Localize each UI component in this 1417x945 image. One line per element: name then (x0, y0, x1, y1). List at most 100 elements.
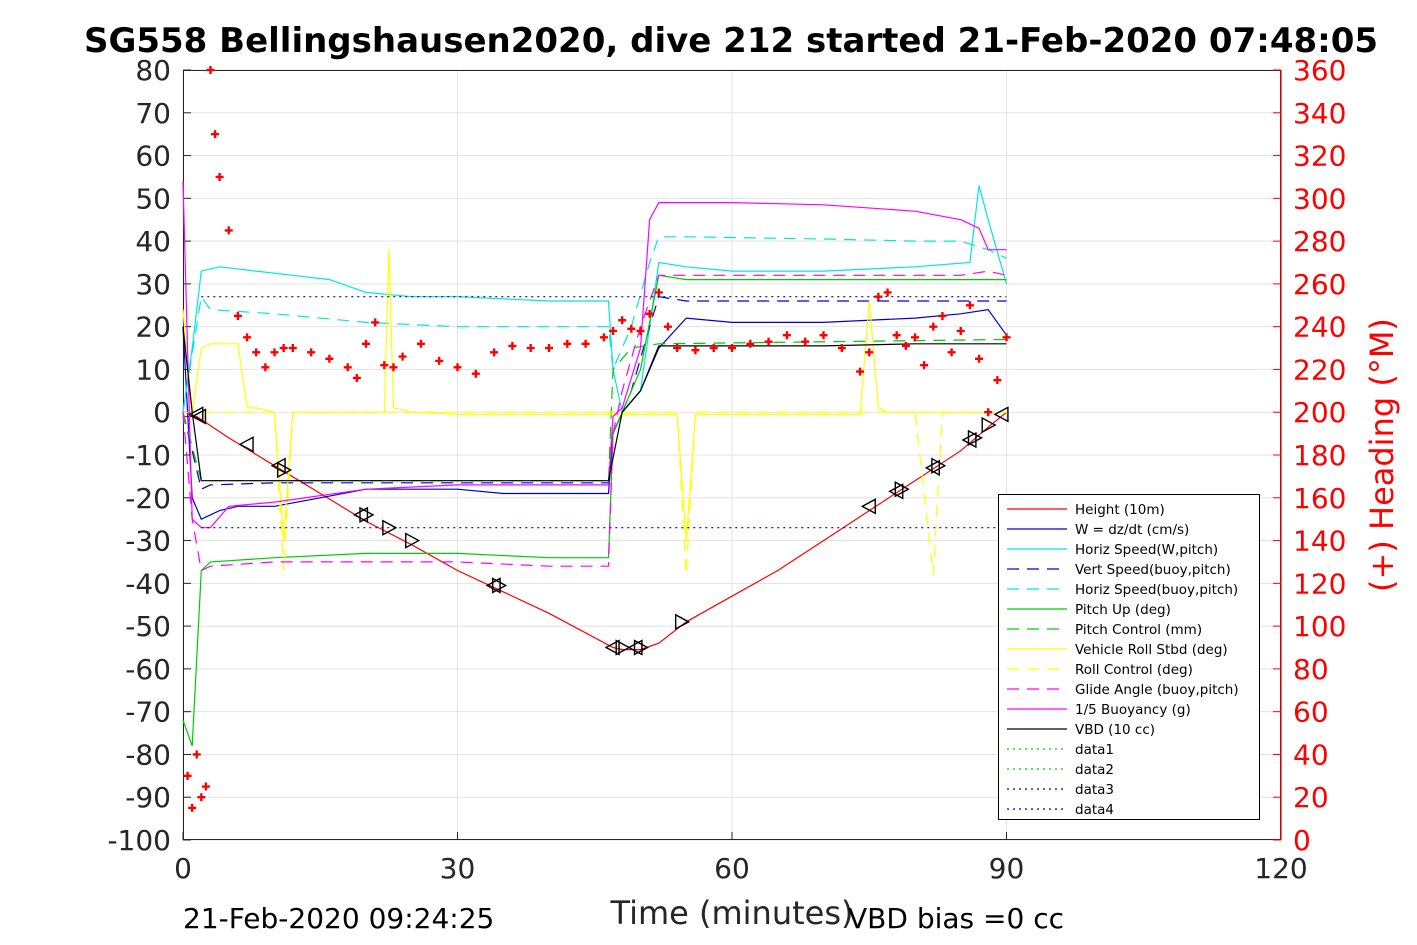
series-line (183, 411, 1007, 575)
y2-tick-label: 100 (1293, 610, 1346, 643)
heading-marker (663, 322, 672, 331)
triangle-markers (188, 406, 1009, 656)
heading-marker (563, 339, 572, 348)
heading-marker (965, 301, 974, 310)
x-axis-label: Time (minutes) (610, 894, 854, 932)
series-line (182, 274, 1007, 747)
y2-tick-label: 360 (1293, 54, 1346, 87)
y-tick-label: -40 (125, 567, 171, 600)
footer-timestamp: 21-Feb-2020 09:24:25 (183, 902, 494, 935)
heading-marker (197, 793, 206, 802)
series-line (182, 270, 1007, 572)
y-tick-label: -70 (125, 696, 171, 729)
legend-label: Vehicle Roll Stbd (deg) (1075, 642, 1228, 658)
triangle-marker (190, 408, 207, 425)
y2-tick-label: 60 (1293, 696, 1329, 729)
y-tick-label: -80 (125, 738, 171, 771)
heading-marker (192, 750, 201, 759)
heading-marker (352, 374, 361, 382)
legend: Height (10m) W = dz/dt (cm/s) Horiz Speed(… (998, 494, 1260, 820)
triangle-marker (931, 457, 947, 474)
x-axis-ticks: 0 30 60 90 120 (174, 832, 1308, 885)
heading-marker (252, 348, 261, 357)
legend-label: W = dz/dt (cm/s) (1075, 522, 1189, 538)
heading-marker (206, 66, 215, 74)
legend-label: data1 (1075, 742, 1114, 758)
x-tick-label: 120 (1254, 852, 1307, 885)
y-tick-label: 10 (135, 353, 171, 386)
heading-marker (938, 311, 947, 320)
heading-marker (1002, 333, 1011, 342)
heading-marker (728, 344, 736, 353)
heading-marker (270, 348, 279, 357)
heading-marker (654, 288, 663, 297)
y-tick-label: -50 (125, 610, 171, 643)
triangle-marker (352, 506, 369, 524)
y-tick-label: -10 (125, 439, 171, 472)
triangle-marker (276, 461, 293, 479)
heading-marker (398, 352, 407, 361)
y2-tick-label: 260 (1293, 268, 1346, 301)
heading-markers (183, 66, 1011, 812)
heading-marker (490, 348, 499, 357)
heading-marker (691, 346, 700, 355)
legend-items: Height (10m) W = dz/dt (cm/s) Horiz Speed(… (1007, 502, 1239, 818)
heading-marker (929, 322, 938, 331)
y2-axis-ticks: 3603403203002802602402202001801601401201… (1273, 54, 1346, 857)
y2-tick-label: 160 (1293, 482, 1346, 515)
heading-marker (837, 344, 846, 353)
heading-marker (243, 333, 252, 342)
y2-tick-label: 120 (1293, 567, 1346, 600)
x-tick-label: 30 (440, 852, 476, 885)
y-tick-label: 0 (153, 396, 171, 429)
triangle-marker (485, 577, 501, 594)
heading-marker (545, 344, 553, 353)
y2-tick-label: 340 (1293, 97, 1346, 130)
y-tick-label: 30 (135, 268, 171, 301)
heading-marker (801, 337, 810, 346)
y2-tick-label: 180 (1293, 439, 1346, 472)
triangle-marker (674, 613, 691, 631)
footer-vbd-bias: VBD bias =0 cc (848, 902, 1064, 935)
triangle-marker (270, 457, 286, 474)
y-tick-label: -100 (107, 824, 171, 857)
heading-marker (416, 339, 425, 348)
heading-marker (371, 318, 380, 327)
series-lines (182, 181, 1008, 747)
heading-marker (645, 309, 654, 318)
triangle-marker (627, 639, 643, 656)
heading-marker (975, 354, 984, 363)
triangle-marker (615, 639, 631, 656)
y-tick-label: -90 (125, 781, 171, 814)
triangle-marker (961, 431, 977, 449)
triangle-marker (359, 506, 375, 524)
y-tick-label: 40 (135, 225, 171, 258)
y-tick-label: -20 (125, 482, 171, 515)
y-tick-label: -30 (125, 525, 171, 558)
series-line (182, 185, 1008, 414)
triangle-marker (633, 639, 649, 656)
heading-marker (307, 348, 316, 357)
y2-tick-label: 220 (1293, 353, 1346, 386)
heading-marker (183, 771, 192, 780)
heading-marker (911, 333, 919, 342)
heading-marker (874, 292, 883, 301)
heading-marker (636, 326, 645, 335)
series-line (183, 411, 1007, 651)
series-line (182, 296, 1007, 491)
chart-title: SG558 Bellingshausen2020, dive 212 start… (84, 21, 1378, 61)
legend-label: Vert Speed(buoy,pitch) (1075, 562, 1231, 578)
triangle-marker (967, 429, 983, 447)
heading-marker (883, 288, 892, 297)
y-tick-label: 20 (135, 311, 171, 344)
legend-label: Pitch Up (deg) (1075, 602, 1171, 618)
triangle-marker (981, 416, 997, 434)
y2-tick-label: 140 (1293, 525, 1346, 558)
y2-tick-label: 20 (1293, 781, 1329, 814)
heading-marker (211, 130, 220, 139)
legend-label: Height (10m) (1075, 502, 1165, 518)
heading-marker (343, 363, 352, 372)
y-tick-label: 60 (135, 140, 171, 173)
triangle-marker (888, 483, 904, 500)
